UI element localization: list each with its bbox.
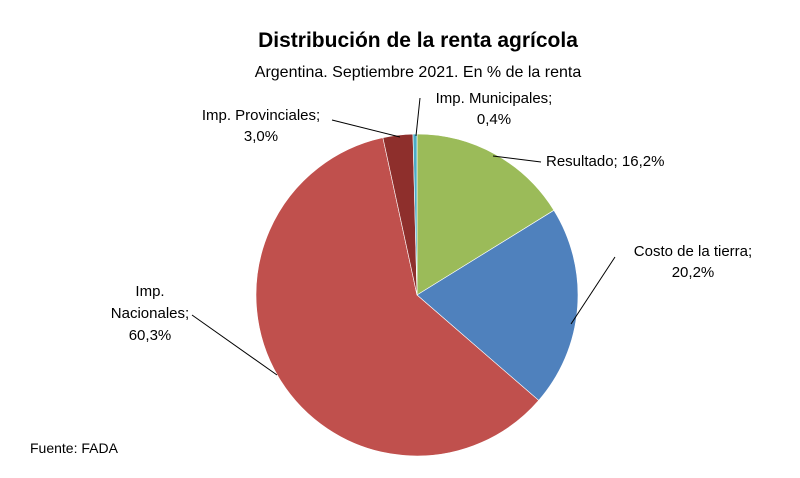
slice-label-costo-de-la-tierra: Costo de la tierra; 20,2% [634, 243, 752, 281]
slice-label-imp-provinciales: Imp. Provinciales; 3,0% [202, 107, 320, 145]
slice-label-line: 0,4% [477, 111, 511, 128]
slice-label-line: Nacionales; [111, 305, 189, 322]
chart-title: Distribución de la renta agrícola [258, 29, 578, 52]
slice-labels: Resultado; 16,2% Costo de la tierra; 20,2%… [111, 90, 752, 344]
leader-line-costo-de-la-tierra [570, 256, 616, 325]
slice-label-line: Resultado; 16,2% [546, 153, 664, 170]
slice-label-line: Imp. Provinciales; [202, 107, 320, 124]
slice-label-imp-nacionales: Imp. Nacionales; 60,3% [111, 283, 189, 344]
slice-label-imp-municipales: Imp. Municipales; 0,4% [436, 90, 553, 128]
leader-line-imp-provinciales [331, 119, 401, 138]
slice-label-line: Costo de la tierra; [634, 243, 752, 260]
pie-slice-resultado [416, 133, 555, 296]
pie-slice-costo-de-la-tierra [416, 209, 579, 401]
leader-line-imp-municipales [415, 97, 421, 137]
source-note: Fuente: FADA [30, 440, 119, 456]
leader-line-resultado [492, 155, 542, 163]
pie-slice-imp-municipales [412, 133, 418, 296]
leader-lines [191, 97, 616, 376]
slice-label-resultado: Resultado; 16,2% [546, 153, 664, 170]
pie-slices [255, 133, 579, 457]
leader-line-imp-nacionales [191, 314, 278, 376]
slice-label-line: 20,2% [672, 264, 715, 281]
slice-label-line: Imp. Municipales; [436, 90, 553, 107]
chart-subtitle: Argentina. Septiembre 2021. En % de la r… [255, 64, 582, 81]
slice-label-line: Imp. [135, 283, 164, 300]
slice-label-line: 3,0% [244, 128, 278, 145]
slice-label-line: 60,3% [129, 327, 172, 344]
pie-slice-imp-nacionales [255, 137, 540, 457]
